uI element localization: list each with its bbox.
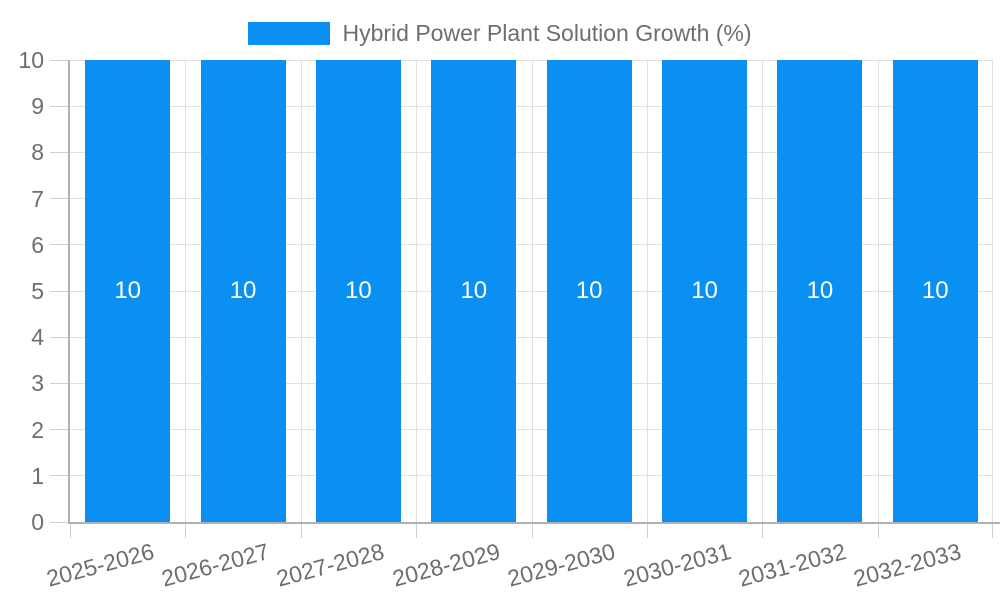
x-axis-tick bbox=[300, 524, 302, 538]
y-axis-tick bbox=[50, 290, 68, 292]
x-grid-line bbox=[185, 60, 187, 522]
y-axis-line bbox=[68, 60, 70, 522]
y-tick-label: 7 bbox=[31, 185, 44, 212]
x-axis-tick bbox=[416, 524, 418, 538]
y-tick-label: 3 bbox=[31, 370, 44, 397]
y-tick-label: 10 bbox=[18, 47, 44, 73]
x-axis-tick bbox=[762, 524, 764, 538]
y-axis-tick bbox=[50, 521, 68, 523]
x-axis-tick bbox=[531, 524, 533, 538]
y-axis-tick bbox=[50, 336, 68, 338]
y-tick-label: 1 bbox=[31, 462, 44, 489]
y-tick-label: 4 bbox=[31, 324, 44, 351]
bar-value-label: 10 bbox=[921, 277, 949, 304]
plot-area: 0 1 2 3 4 5 6 7 8 9 10 10 10 10 10 10 10 10 10 2025-2026 202… bbox=[18, 47, 1000, 592]
legend-swatch-icon bbox=[248, 21, 331, 45]
bar[interactable]: 10 bbox=[662, 60, 748, 522]
x-axis-tick bbox=[70, 524, 71, 538]
x-grid-line bbox=[646, 60, 648, 522]
y-tick-label: 8 bbox=[31, 139, 44, 166]
y-axis-tick bbox=[50, 151, 68, 153]
bar[interactable]: 10 bbox=[200, 60, 286, 522]
bar-value-label: 10 bbox=[229, 277, 257, 304]
legend-item[interactable]: Hybrid Power Plant Solution Growth (%) bbox=[0, 20, 1000, 46]
y-tick-label: 2 bbox=[31, 416, 44, 443]
y-axis-tick bbox=[50, 105, 68, 107]
x-grid-line bbox=[992, 60, 993, 522]
bar-value-label: 10 bbox=[345, 277, 372, 304]
x-grid-line bbox=[416, 60, 418, 522]
legend-label: Hybrid Power Plant Solution Growth (%) bbox=[342, 20, 752, 46]
bar[interactable]: 10 bbox=[431, 60, 517, 522]
bar-value-label: 10 bbox=[806, 277, 834, 304]
x-axis-tick bbox=[185, 524, 187, 538]
y-axis-tick bbox=[50, 244, 68, 246]
y-tick-label: 6 bbox=[31, 231, 44, 258]
x-grid-line bbox=[877, 60, 879, 522]
x-axis-tick bbox=[877, 524, 879, 538]
x-grid-line bbox=[531, 60, 533, 522]
x-axis-tick bbox=[646, 524, 648, 538]
y-axis-tick bbox=[50, 429, 68, 431]
bar-value-label: 10 bbox=[114, 277, 142, 304]
y-tick-label: 0 bbox=[31, 509, 44, 535]
bar[interactable]: 10 bbox=[85, 60, 171, 522]
y-tick-label: 9 bbox=[31, 93, 44, 120]
bar-value-label: 10 bbox=[691, 277, 718, 304]
x-grid-line bbox=[300, 60, 302, 522]
y-axis-tick bbox=[50, 59, 68, 61]
bar[interactable]: 10 bbox=[777, 60, 863, 522]
x-grid-line bbox=[762, 60, 764, 522]
x-axis-line bbox=[68, 522, 1000, 524]
x-axis-tick bbox=[992, 524, 993, 538]
y-tick-label: 5 bbox=[31, 278, 44, 304]
y-axis-tick bbox=[50, 198, 68, 200]
y-axis-tick bbox=[50, 475, 68, 477]
bar[interactable]: 10 bbox=[546, 60, 632, 522]
bar-value-label: 10 bbox=[575, 277, 603, 304]
y-axis-tick bbox=[50, 382, 68, 384]
bar[interactable]: 10 bbox=[315, 60, 401, 522]
bar-value-label: 10 bbox=[460, 277, 488, 304]
bar[interactable]: 10 bbox=[892, 60, 978, 522]
